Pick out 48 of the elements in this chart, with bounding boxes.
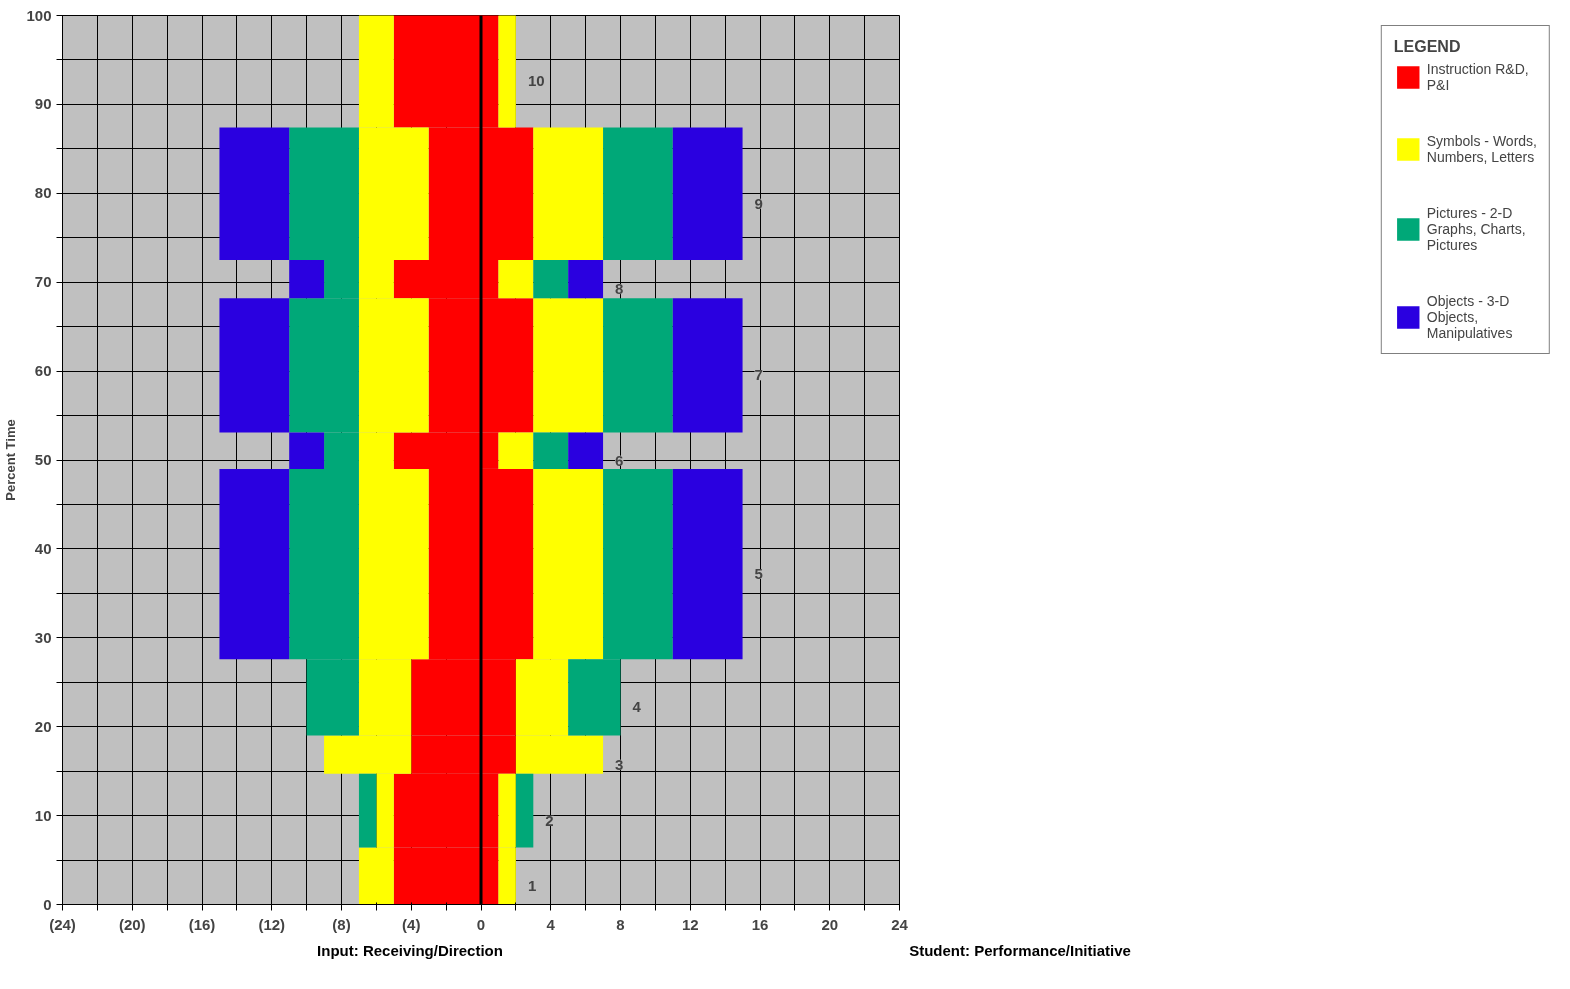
y-tick-label: 80	[34, 184, 52, 202]
x-axis-title: Input: Receiving/Direction	[317, 941, 503, 961]
y-axis-title: Percent Time	[3, 419, 19, 501]
x-tick-label: 12	[681, 915, 699, 933]
x-tick-label: (20)	[118, 915, 146, 933]
annotation: 10	[527, 72, 545, 90]
legend-label: Objects - 3-D Objects, Manipulatives	[1426, 293, 1513, 341]
y-tick-label: 90	[34, 95, 52, 113]
bar	[219, 298, 290, 433]
annotation: 7	[754, 366, 763, 384]
bar	[515, 773, 534, 848]
legend-label: Pictures - 2-D Graphs, Charts, Pictures	[1426, 205, 1526, 253]
x-tick-label: 20	[821, 915, 839, 933]
annotation: 6	[615, 451, 624, 469]
x-tick-label: (8)	[332, 915, 351, 933]
annotation: 9	[754, 194, 763, 212]
annotation: 4	[632, 698, 642, 716]
legend-label: Symbols - Words, Numbers, Letters	[1426, 133, 1537, 165]
y-tick-label: 100	[26, 6, 52, 24]
bar	[358, 773, 377, 848]
y-tick-label: 70	[34, 273, 52, 291]
x-tick-label: 8	[616, 915, 625, 933]
text: Student: Performance/Initiative	[909, 941, 1131, 961]
bar	[672, 127, 743, 260]
y-tick-label: 0	[43, 895, 52, 913]
x-tick-label: (24)	[49, 915, 76, 933]
legend-label: Instruction R&D, P&I	[1426, 61, 1529, 93]
x-tick-label: 16	[751, 915, 769, 933]
x-tick-label: 4	[546, 915, 556, 933]
y-tick-label: 60	[34, 362, 52, 380]
y-tick-label: 30	[34, 628, 52, 646]
annotation: 2	[545, 811, 554, 829]
bar	[672, 298, 743, 433]
x-tick-label: (12)	[258, 915, 286, 933]
y-tick-label: 10	[34, 806, 52, 824]
x-tick-label: 24	[891, 915, 909, 933]
bar	[219, 127, 290, 260]
annotation: 1	[527, 877, 537, 895]
annotation: 5	[754, 565, 763, 583]
legend-title: LEGEND	[1393, 38, 1462, 56]
y-tick-label: 50	[34, 451, 52, 468]
y-tick-label: 40	[34, 539, 52, 557]
y-tick-label: 20	[34, 717, 52, 735]
x-tick-label: (4)	[402, 915, 421, 933]
x-tick-label: (16)	[188, 915, 216, 933]
annotation: 3	[615, 755, 624, 773]
annotation: 8	[615, 280, 624, 298]
x-tick-label: 0	[476, 915, 486, 933]
